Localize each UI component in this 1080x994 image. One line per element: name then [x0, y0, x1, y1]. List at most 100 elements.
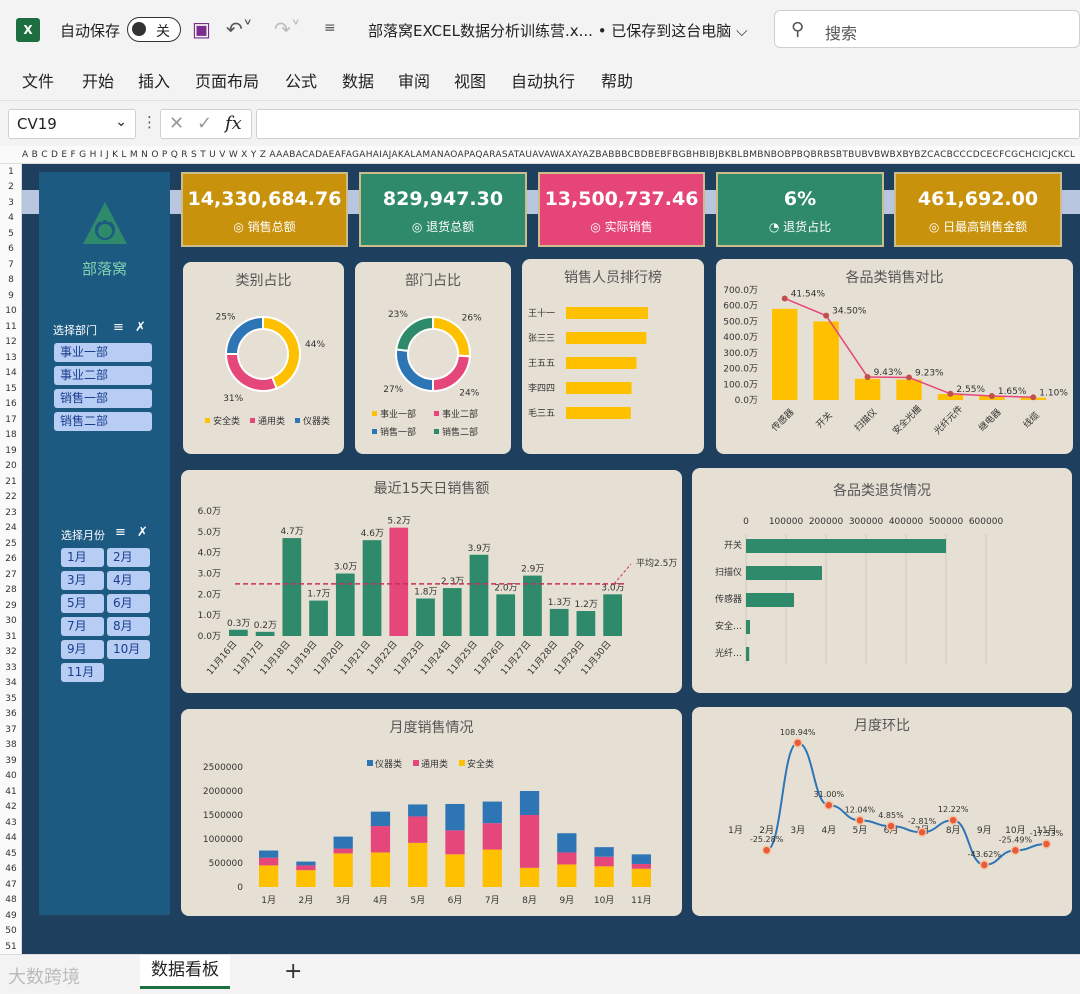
row-header-34[interactable]: 34 [5, 678, 17, 689]
row-header-17[interactable]: 17 [5, 414, 17, 425]
month-button-2[interactable]: 2月 [107, 548, 150, 567]
month-button-10[interactable]: 10月 [107, 640, 150, 659]
menu-file[interactable]: 文件 [22, 72, 55, 91]
row-header-49[interactable]: 49 [5, 910, 17, 921]
month-button-6[interactable]: 6月 [107, 594, 150, 613]
fx-icon[interactable]: fx [225, 113, 242, 134]
menu-help[interactable]: 帮助 [601, 72, 634, 91]
row-header-19[interactable]: 19 [5, 445, 17, 456]
row-header-15[interactable]: 15 [5, 383, 17, 394]
row-header-47[interactable]: 47 [5, 879, 17, 890]
row-header-35[interactable]: 35 [5, 693, 17, 704]
clear-filter-icon[interactable]: ✗ [135, 320, 146, 335]
month-button-3[interactable]: 3月 [61, 571, 104, 590]
menu-view[interactable]: 视图 [454, 72, 487, 91]
clear-filter-icon-2[interactable]: ✗ [137, 525, 148, 540]
row-header-3[interactable]: 3 [8, 197, 14, 208]
row-header-5[interactable]: 5 [8, 228, 14, 239]
dept-button-1[interactable]: 事业一部 [54, 343, 152, 362]
row-header-20[interactable]: 20 [5, 461, 17, 472]
month-button-1[interactable]: 1月 [61, 548, 104, 567]
yen-coin-icon: ◎ [928, 220, 944, 234]
month-button-5[interactable]: 5月 [61, 594, 104, 613]
document-title[interactable]: 部落窝EXCEL数据分析训练营.x... • 已保存到这台电脑 ⌵ [368, 22, 748, 40]
menu-page-layout[interactable]: 页面布局 [195, 72, 260, 91]
menu-data[interactable]: 数据 [342, 72, 375, 91]
month-button-11[interactable]: 11月 [61, 663, 104, 682]
dept-button-4[interactable]: 销售二部 [54, 412, 152, 431]
row-header-22[interactable]: 22 [5, 492, 17, 503]
row-header-2[interactable]: 2 [8, 182, 14, 193]
row-header-4[interactable]: 4 [8, 213, 14, 224]
row-header-7[interactable]: 7 [8, 259, 14, 270]
stacked-bar [296, 865, 316, 871]
row-header-12[interactable]: 12 [5, 337, 17, 348]
menu-automate[interactable]: 自动执行 [511, 72, 576, 91]
row-header-6[interactable]: 6 [8, 244, 14, 255]
row-header-27[interactable]: 27 [5, 569, 17, 580]
month-button-8[interactable]: 8月 [107, 617, 150, 636]
row-header-30[interactable]: 30 [5, 616, 17, 627]
menu-home[interactable]: 开始 [82, 72, 115, 91]
save-icon[interactable]: ▣ [192, 17, 211, 41]
row-header-10[interactable]: 10 [5, 306, 17, 317]
enter-icon[interactable]: ✓ [197, 113, 213, 134]
customize-qat-icon[interactable]: ≡ [324, 20, 336, 36]
dept-button-2[interactable]: 事业二部 [54, 366, 152, 385]
bar-label: 1.8万 [414, 588, 437, 598]
row-header-9[interactable]: 9 [8, 290, 14, 301]
menu-formulas[interactable]: 公式 [285, 72, 318, 91]
month-slicer-label: 选择月份 [61, 529, 105, 542]
stacked-bar [333, 836, 353, 849]
multi-select-icon-2[interactable]: ≡ [115, 525, 126, 540]
sheet-tab-dashboard[interactable]: 数据看板 [140, 955, 230, 989]
row-header-1[interactable]: 1 [8, 167, 14, 177]
autosave-toggle[interactable]: 关 [127, 17, 181, 42]
row-header-24[interactable]: 24 [5, 523, 17, 534]
redo-icon[interactable]: ↷˅ [274, 17, 301, 41]
name-box[interactable]: CV19 ⌄ [8, 109, 136, 139]
row-header-13[interactable]: 13 [5, 352, 17, 363]
row-header-51[interactable]: 51 [5, 941, 17, 952]
row-header-25[interactable]: 25 [5, 538, 17, 549]
row-header-46[interactable]: 46 [5, 864, 17, 875]
menu-review[interactable]: 审阅 [398, 72, 431, 91]
row-header-41[interactable]: 41 [5, 786, 17, 797]
row-header-23[interactable]: 23 [5, 507, 17, 518]
row-header-45[interactable]: 45 [5, 848, 17, 859]
menu-insert[interactable]: 插入 [138, 72, 171, 91]
row-header-28[interactable]: 28 [5, 585, 17, 596]
more-icon[interactable]: ⋮ [142, 113, 157, 131]
month-button-7[interactable]: 7月 [61, 617, 104, 636]
row-header-32[interactable]: 32 [5, 647, 17, 658]
multi-select-icon[interactable]: ≡ [113, 320, 124, 335]
month-button-4[interactable]: 4月 [107, 571, 150, 590]
formula-input[interactable] [256, 109, 1080, 139]
row-header-43[interactable]: 43 [5, 817, 17, 828]
row-header-42[interactable]: 42 [5, 802, 17, 813]
row-header-21[interactable]: 21 [5, 476, 17, 487]
row-header-29[interactable]: 29 [5, 600, 17, 611]
row-header-37[interactable]: 37 [5, 724, 17, 735]
row-header-39[interactable]: 39 [5, 755, 17, 766]
search-box[interactable]: ⚲ 搜索 [774, 10, 1080, 48]
row-header-44[interactable]: 44 [5, 833, 17, 844]
row-header-33[interactable]: 33 [5, 662, 17, 673]
dept-button-3[interactable]: 销售一部 [54, 389, 152, 408]
month-button-9[interactable]: 9月 [61, 640, 104, 659]
row-header-40[interactable]: 40 [5, 771, 17, 782]
row-header-48[interactable]: 48 [5, 895, 17, 906]
add-sheet-icon[interactable]: + [284, 959, 303, 984]
cancel-icon[interactable]: ✕ [169, 113, 185, 134]
row-header-36[interactable]: 36 [5, 709, 17, 720]
row-header-26[interactable]: 26 [5, 554, 17, 565]
row-header-16[interactable]: 16 [5, 399, 17, 410]
row-header-8[interactable]: 8 [8, 275, 14, 286]
row-header-38[interactable]: 38 [5, 740, 17, 751]
row-header-14[interactable]: 14 [5, 368, 17, 379]
row-header-18[interactable]: 18 [5, 430, 17, 441]
undo-icon[interactable]: ↶˅ [226, 17, 253, 41]
row-header-50[interactable]: 50 [5, 926, 17, 937]
row-header-11[interactable]: 11 [5, 321, 17, 332]
row-header-31[interactable]: 31 [5, 631, 17, 642]
